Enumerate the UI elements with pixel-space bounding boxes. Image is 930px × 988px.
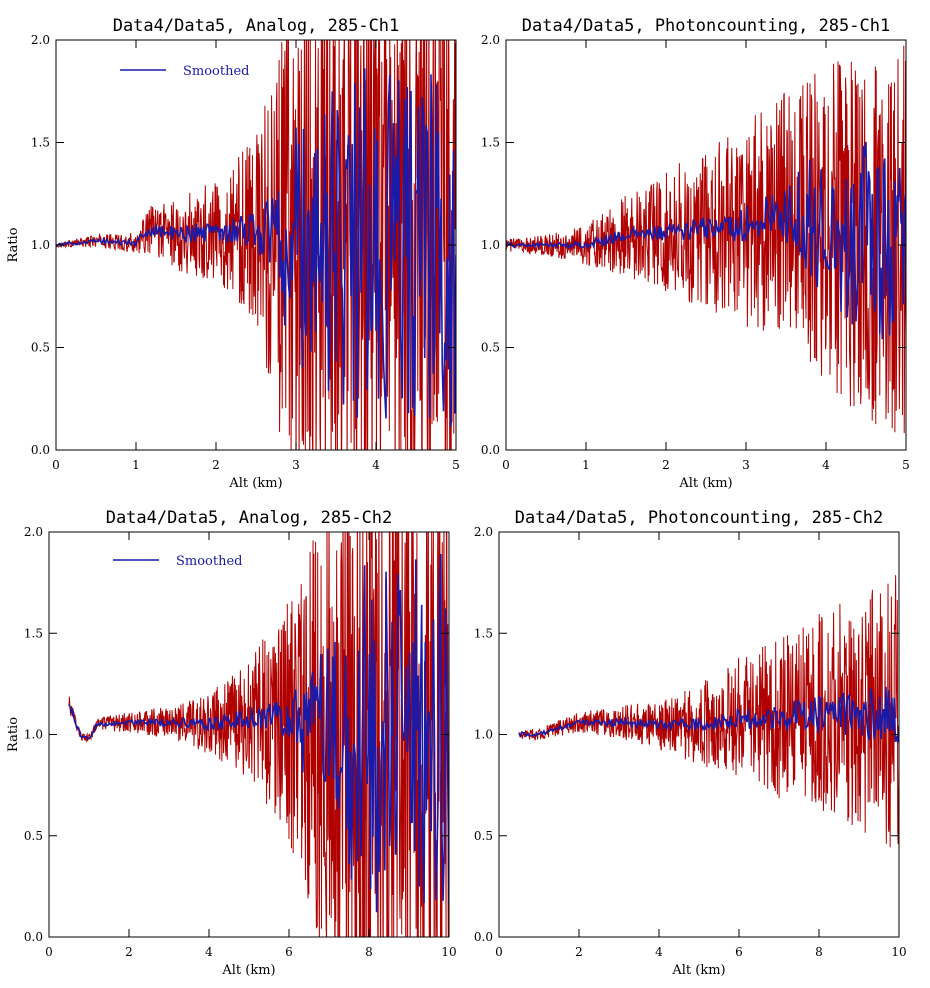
legend: Smoothed [113, 554, 243, 569]
panel-title: Data4/Data5, Analog, 285-Ch1 [113, 16, 400, 36]
chart-panel-4: 0 2 4 6 8 10 0.0 0.5 1.0 1.5 2.0 Data4/Data5, Photo… [474, 508, 907, 978]
y-tick-label: 1.0 [31, 238, 50, 252]
x-tick-label: 2 [662, 458, 670, 472]
x-tick-label: 1 [132, 458, 140, 472]
y-tick-label: 2.0 [31, 33, 50, 47]
x-tick-label: 2 [212, 458, 220, 472]
y-tick-label: 0.0 [474, 930, 493, 944]
x-tick-label: 2 [575, 945, 583, 959]
y-tick-label: 1.5 [24, 626, 43, 640]
x-axis-label: Alt (km) [228, 476, 282, 491]
x-tick-label: 3 [292, 458, 300, 472]
x-tick-label: 2 [125, 945, 133, 959]
y-tick-label: 0.5 [24, 829, 43, 843]
x-tick-label: 3 [742, 458, 750, 472]
smoothed-series-line [518, 686, 899, 743]
y-tick-label: 0.0 [31, 443, 50, 457]
y-axis-label: Ratio [6, 227, 21, 262]
panel-title: Data4/Data5, Photoncounting, 285-Ch2 [515, 508, 883, 528]
y-tick-label: 0.0 [24, 930, 43, 944]
y-tick-label: 2.0 [474, 525, 493, 539]
x-tick-label: 4 [205, 945, 213, 959]
y-tick-label: 0.5 [474, 829, 493, 843]
x-tick-label: 6 [285, 945, 293, 959]
x-tick-label: 8 [365, 945, 373, 959]
x-tick-label: 10 [891, 945, 906, 959]
chart-panel-3: 0 2 4 6 8 10 0.0 0.5 1.0 1.5 2.0 Data4/Data5, Analo… [6, 508, 457, 978]
y-tick-label: 1.0 [481, 238, 500, 252]
y-tick-label: 1.5 [31, 136, 50, 150]
x-tick-label: 4 [372, 458, 380, 472]
smoothed-series-line [506, 141, 906, 340]
x-tick-label: 10 [441, 945, 456, 959]
chart-panel-2: 0 1 2 3 4 5 0.0 0.5 1.0 1.5 2.0 Data4/Data5, Photon… [481, 16, 910, 491]
x-tick-label: 0 [45, 945, 53, 959]
x-tick-label: 6 [735, 945, 743, 959]
smoothed-series-line [56, 68, 456, 427]
y-tick-label: 0.5 [481, 341, 500, 355]
y-tick-label: 0.5 [31, 341, 50, 355]
smoothed-series-line [68, 553, 449, 913]
y-tick-label: 2.0 [481, 33, 500, 47]
x-tick-label: 5 [902, 458, 910, 472]
panel-title: Data4/Data5, Photoncounting, 285-Ch1 [522, 16, 890, 36]
panel-title: Data4/Data5, Analog, 285-Ch2 [106, 508, 393, 528]
x-tick-label: 4 [655, 945, 663, 959]
x-axis-label: Alt (km) [678, 476, 732, 491]
x-tick-label: 0 [52, 458, 60, 472]
x-axis-label: Alt (km) [671, 963, 725, 978]
x-tick-label: 5 [452, 458, 460, 472]
raw-ratio-series-line [506, 45, 906, 434]
x-tick-label: 1 [582, 458, 590, 472]
legend: Smoothed [120, 64, 250, 79]
y-tick-label: 1.5 [474, 626, 493, 640]
y-tick-label: 1.5 [481, 136, 500, 150]
x-tick-label: 4 [822, 458, 830, 472]
x-tick-label: 8 [815, 945, 823, 959]
y-tick-label: 1.0 [24, 728, 43, 742]
legend-label-smoothed: Smoothed [183, 64, 250, 79]
x-tick-label: 0 [495, 945, 503, 959]
chart-panel-1: 0 1 2 3 4 5 0.0 0.5 1.0 1.5 2.0 Data4/Data5, Analog… [6, 16, 460, 491]
y-tick-label: 2.0 [24, 525, 43, 539]
legend-label-smoothed: Smoothed [176, 554, 243, 569]
y-tick-label: 1.0 [474, 728, 493, 742]
y-axis-label: Ratio [6, 717, 21, 752]
raw-ratio-series-line [56, 40, 456, 450]
x-tick-label: 0 [502, 458, 510, 472]
y-tick-label: 0.0 [481, 443, 500, 457]
x-axis-label: Alt (km) [221, 963, 275, 978]
